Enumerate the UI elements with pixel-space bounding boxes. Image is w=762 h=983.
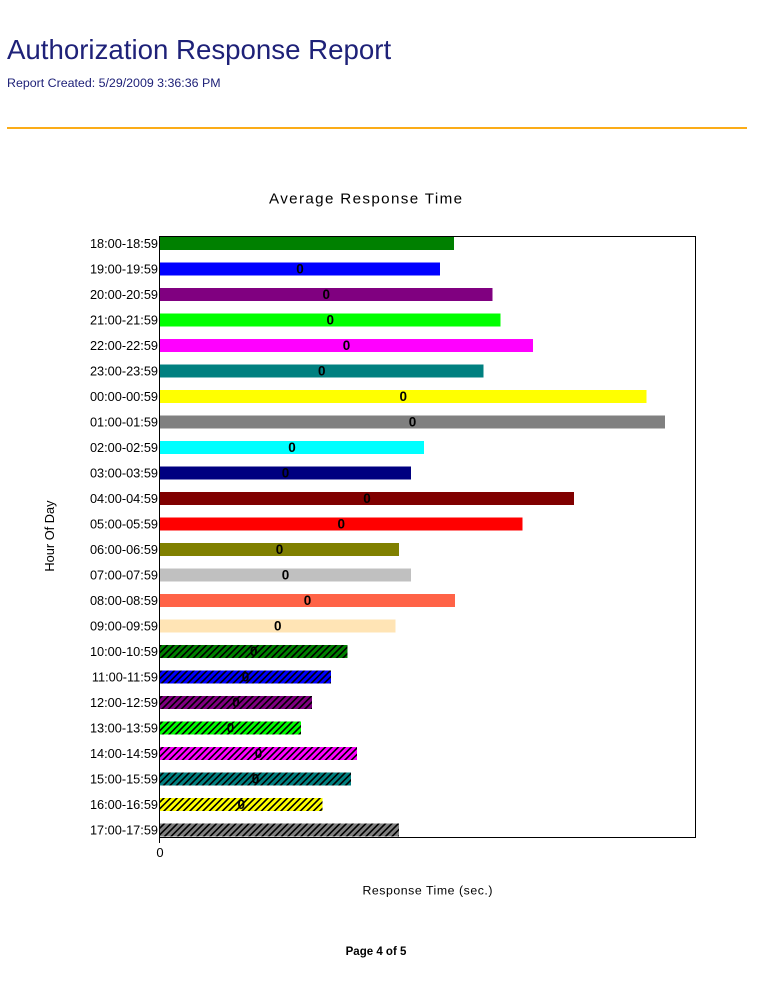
svg-text:0: 0: [252, 772, 260, 787]
svg-text:0: 0: [255, 746, 263, 761]
svg-text:0: 0: [242, 670, 250, 685]
svg-text:0: 0: [304, 593, 312, 608]
svg-text:13:00-13:59: 13:00-13:59: [90, 720, 158, 735]
svg-text:12:00-12:59: 12:00-12:59: [90, 695, 158, 710]
svg-text:07:00-07:59: 07:00-07:59: [90, 567, 158, 582]
svg-text:09:00-09:59: 09:00-09:59: [90, 618, 158, 633]
svg-text:0: 0: [296, 262, 304, 277]
svg-text:16:00-16:59: 16:00-16:59: [90, 797, 158, 812]
svg-text:0: 0: [282, 568, 290, 583]
svg-text:0: 0: [237, 797, 245, 812]
svg-text:17:00-17:59: 17:00-17:59: [90, 822, 158, 837]
svg-text:0: 0: [250, 644, 258, 659]
svg-text:0: 0: [282, 466, 290, 481]
svg-text:21:00-21:59: 21:00-21:59: [90, 312, 158, 327]
svg-text:10:00-10:59: 10:00-10:59: [90, 644, 158, 659]
svg-text:08:00-08:59: 08:00-08:59: [90, 593, 158, 608]
svg-text:0: 0: [322, 287, 330, 302]
svg-text:14:00-14:59: 14:00-14:59: [90, 746, 158, 761]
svg-text:01:00-01:59: 01:00-01:59: [90, 414, 158, 429]
svg-text:0: 0: [274, 619, 282, 634]
svg-text:02:00-02:59: 02:00-02:59: [90, 440, 158, 455]
svg-text:03:00-03:59: 03:00-03:59: [90, 465, 158, 480]
svg-text:0: 0: [363, 491, 371, 506]
svg-text:23:00-23:59: 23:00-23:59: [90, 363, 158, 378]
svg-text:19:00-19:59: 19:00-19:59: [90, 261, 158, 276]
svg-text:22:00-22:59: 22:00-22:59: [90, 338, 158, 353]
svg-text:0: 0: [288, 440, 296, 455]
svg-text:Average Response Time: Average Response Time: [269, 191, 463, 208]
svg-text:00:00-00:59: 00:00-00:59: [90, 389, 158, 404]
svg-text:0: 0: [156, 845, 163, 860]
svg-text:0: 0: [318, 364, 326, 379]
svg-text:0: 0: [326, 313, 334, 328]
svg-text:18:00-18:59: 18:00-18:59: [90, 236, 158, 251]
svg-text:0: 0: [337, 517, 345, 532]
svg-text:04:00-04:59: 04:00-04:59: [90, 491, 158, 506]
svg-text:20:00-20:59: 20:00-20:59: [90, 287, 158, 302]
svg-text:0: 0: [409, 415, 417, 430]
svg-text:Response Time (sec.): Response Time (sec.): [362, 884, 493, 898]
svg-text:15:00-15:59: 15:00-15:59: [90, 771, 158, 786]
svg-text:0: 0: [276, 542, 284, 557]
svg-text:Hour Of Day: Hour Of Day: [42, 500, 57, 572]
svg-text:06:00-06:59: 06:00-06:59: [90, 542, 158, 557]
svg-text:05:00-05:59: 05:00-05:59: [90, 516, 158, 531]
svg-text:0: 0: [232, 695, 240, 710]
svg-text:11:00-11:59: 11:00-11:59: [92, 669, 158, 684]
svg-text:0: 0: [227, 721, 235, 736]
svg-text:0: 0: [399, 389, 407, 404]
svg-text:0: 0: [343, 338, 351, 353]
